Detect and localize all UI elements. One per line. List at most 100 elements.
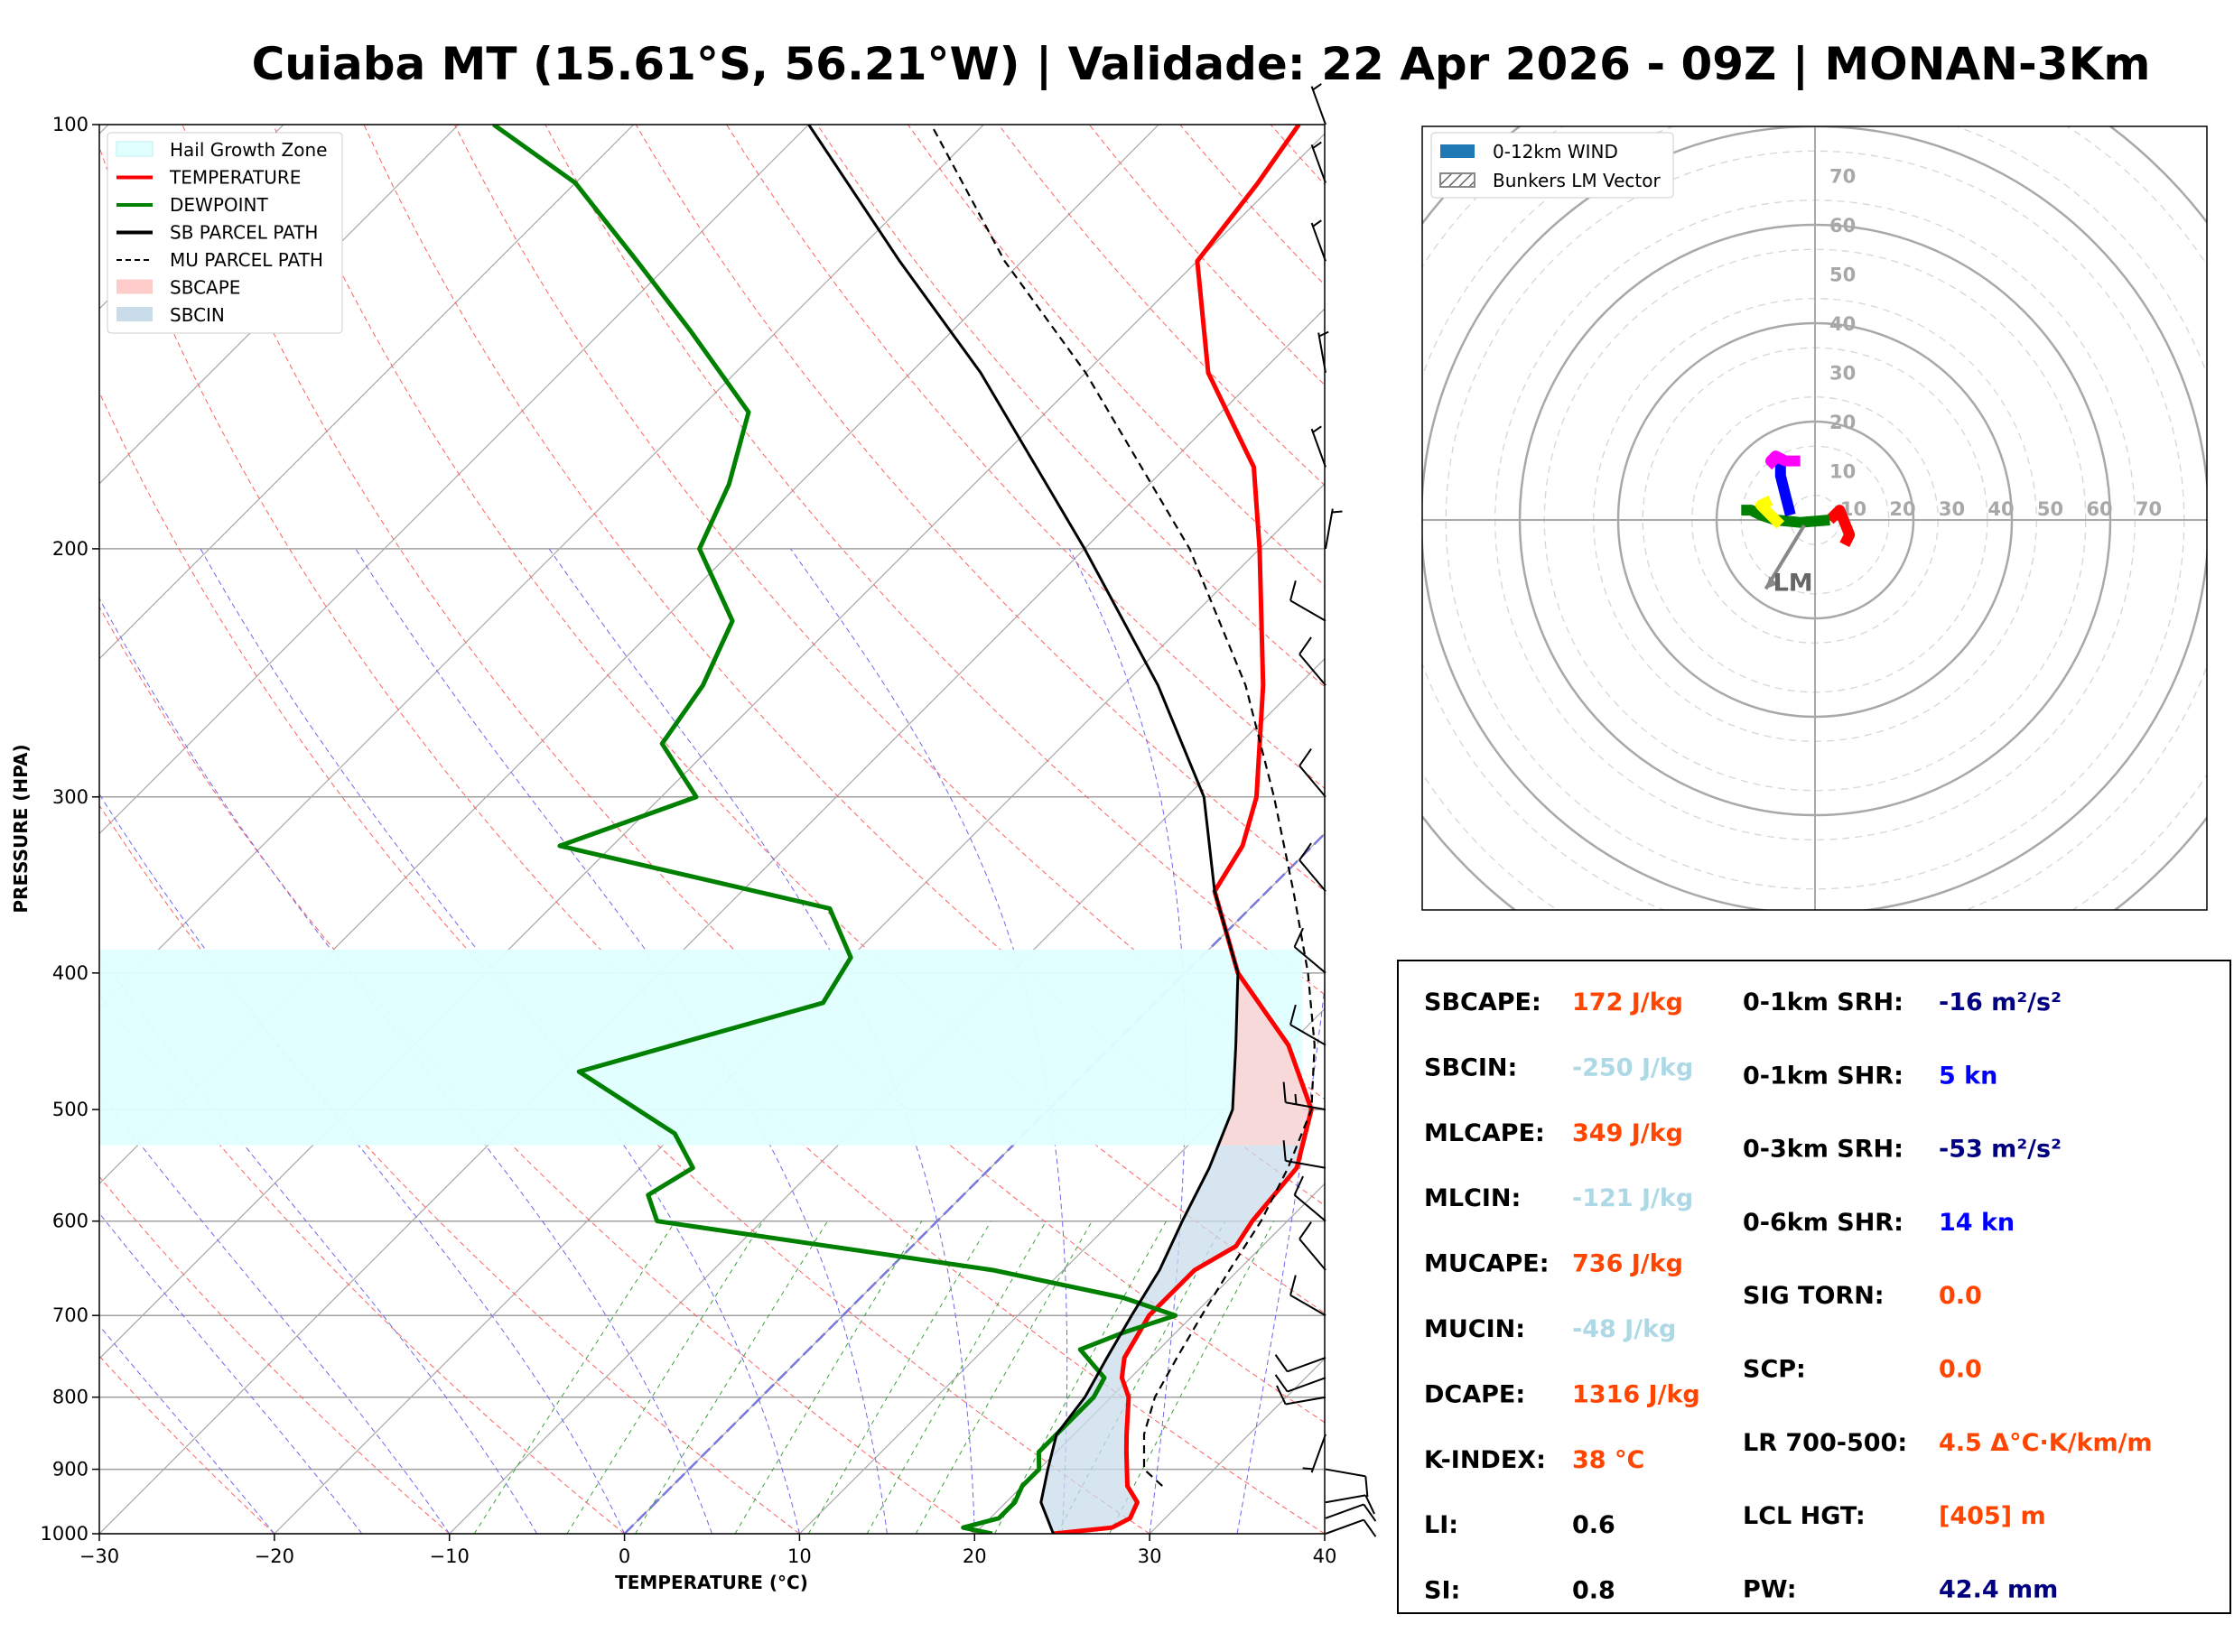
y-tick-label: 400 <box>52 962 88 984</box>
dry-adiabat <box>816 125 1325 688</box>
index-label: LR 700-500: <box>1743 1429 1907 1457</box>
legend-swatch <box>1440 144 1475 158</box>
legend-label: DEWPOINT <box>170 194 268 216</box>
index-value: 0.6 <box>1572 1511 1615 1539</box>
index-value: 4.5 Δ°C·K/km/m <box>1939 1429 2153 1457</box>
legend-swatch <box>116 141 154 157</box>
x-tick-label: 0 <box>619 1545 630 1567</box>
isotherm <box>99 125 809 835</box>
index-value: 172 J/kg <box>1572 988 1683 1016</box>
index-label: LCL HGT: <box>1743 1502 1866 1530</box>
x-axis-label: TEMPERATURE (°C) <box>615 1572 808 1593</box>
moist-adiabat <box>99 952 538 1534</box>
skewt-panel: −30 −20 −10 0 10 20 30 40 100 200 300 400 500 600 700 8… <box>10 83 1377 1593</box>
legend-swatch <box>1439 172 1475 188</box>
mixing-ratio-line <box>866 1220 1047 1534</box>
mixing-ratio-line <box>807 1220 991 1534</box>
moist-adiabat <box>1236 983 1325 1534</box>
dry-adiabat <box>99 804 800 1534</box>
wind-barb <box>1289 1004 1326 1046</box>
index-value: 42.4 mm <box>1939 1575 2058 1603</box>
sb-parcel-path-line <box>807 125 1240 1534</box>
hodograph-legend-box <box>1430 132 1674 199</box>
wind-barb <box>1299 1221 1326 1271</box>
y-tick-label: 900 <box>52 1459 88 1480</box>
hodograph-legend: 0-12km WIND Bunkers LM Vector <box>1430 132 1674 199</box>
isotherm <box>99 133 1325 1360</box>
index-label: 0-6km SHR: <box>1743 1209 1904 1237</box>
wind-barbs <box>1274 83 1377 1537</box>
index-label: LI: <box>1424 1511 1458 1539</box>
moist-adiabat <box>99 1090 451 1534</box>
y-axis-label: PRESSURE (HPA) <box>10 744 32 913</box>
moist-adiabat <box>99 597 712 1534</box>
index-value: -121 J/kg <box>1572 1184 1693 1212</box>
hodograph-v-tick-label: 50 <box>1829 265 1856 286</box>
index-label: DCAPE: <box>1424 1380 1525 1408</box>
dry-adiabat <box>99 145 1325 1534</box>
wind-barb <box>1317 330 1329 374</box>
wind-barb <box>1325 1468 1369 1498</box>
skewt-legend: Hail Growth Zone TEMPERATURE DEWPOINT SB PA… <box>107 132 343 334</box>
dry-adiabat <box>182 125 1325 1424</box>
bunkers-lm-vector <box>1764 524 1806 590</box>
skewt-frame <box>98 124 1326 1535</box>
chart-title: Cuiaba MT (15.61°S, 56.21°W) | Validade:… <box>252 38 2151 90</box>
hodograph-v-tick-label: 10 <box>1829 461 1856 483</box>
indices-panel: SBCAPE: 172 J/kg SBCIN: -250 J/kg MLCAPE: 349… <box>1397 960 2231 1614</box>
index-value: 38 °C <box>1572 1446 1644 1474</box>
hodograph-v-tick-label: 40 <box>1829 313 1856 335</box>
skewt-series <box>492 125 1316 1534</box>
wind-barb <box>1310 141 1326 183</box>
dry-adiabat <box>99 606 975 1534</box>
hodograph-v-tick-label: 60 <box>1829 215 1856 237</box>
wind-barb <box>1310 219 1326 262</box>
skewt-background-lines <box>99 125 1325 1534</box>
hodograph-u-tick-label: 60 <box>2086 498 2112 520</box>
wind-barb <box>1299 636 1326 686</box>
x-tick-label: −30 <box>79 1545 119 1567</box>
wind-barb <box>1289 1275 1326 1317</box>
wind-barb <box>1274 1374 1326 1393</box>
index-label: 0-1km SHR: <box>1743 1062 1904 1090</box>
index-value: 5 kn <box>1939 1062 1997 1090</box>
hodograph-segment <box>1755 495 1785 529</box>
dry-adiabat <box>273 125 1325 1314</box>
index-label: 0-3km SRH: <box>1743 1136 1904 1164</box>
wind-barb <box>1325 1518 1377 1537</box>
hodograph-u-tick-label: 50 <box>2037 498 2063 520</box>
hodograph-u-tick-label: 20 <box>1889 498 1915 520</box>
hodograph-u-tick-label: 30 <box>1939 498 1965 520</box>
index-label: SIG TORN: <box>1743 1282 1885 1310</box>
legend-swatch <box>116 307 153 321</box>
dewpoint-line <box>492 125 1178 1534</box>
dry-adiabat <box>453 125 1325 1100</box>
wind-barb <box>1325 1494 1375 1515</box>
x-tick-label: 40 <box>1313 1545 1337 1567</box>
freezing-isotherm <box>623 831 1325 1534</box>
y-tick-label: 300 <box>52 786 88 808</box>
index-label: MLCAPE: <box>1424 1119 1545 1147</box>
dry-adiabat <box>99 993 625 1534</box>
dry-adiabat <box>635 125 1325 892</box>
wind-barb <box>1299 842 1326 892</box>
mixing-ratio-line <box>566 1220 764 1534</box>
x-tick-label: 10 <box>787 1545 812 1567</box>
wind-barb <box>1302 1434 1326 1473</box>
index-value: 349 J/kg <box>1572 1119 1683 1147</box>
index-label: MUCIN: <box>1424 1315 1525 1343</box>
x-tick-label: 20 <box>963 1545 987 1567</box>
wind-barb <box>1289 580 1326 622</box>
sbcape-area <box>1218 949 1312 1146</box>
isotherm <box>449 657 1325 1534</box>
legend-label: SB PARCEL PATH <box>170 222 318 244</box>
index-label: SI: <box>1424 1577 1460 1605</box>
index-value: 1316 J/kg <box>1572 1380 1700 1408</box>
index-label: SBCAPE: <box>1424 988 1541 1016</box>
index-value: 0.8 <box>1572 1577 1615 1605</box>
index-value: -16 m²/s² <box>1939 988 2062 1016</box>
wind-barb <box>1282 1081 1326 1111</box>
index-value: 0.0 <box>1939 1356 1982 1384</box>
